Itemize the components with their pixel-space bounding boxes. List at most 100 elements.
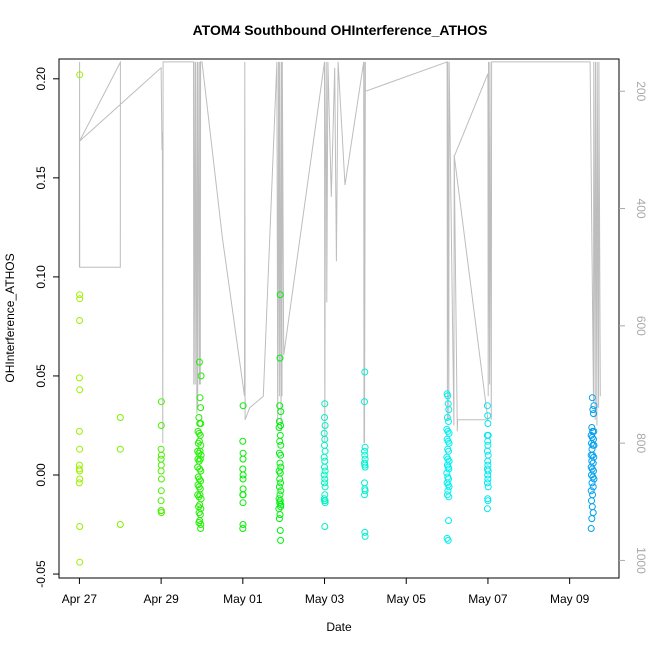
data-point <box>277 536 285 544</box>
data-point <box>157 497 165 505</box>
data-point <box>361 528 369 536</box>
x-tick-label: May 09 <box>550 592 590 606</box>
data-point <box>445 465 453 473</box>
data-point <box>76 386 84 394</box>
x-axis-label: Date <box>326 620 352 634</box>
data-point <box>76 523 84 530</box>
data-point <box>589 406 597 414</box>
data-point <box>587 525 595 532</box>
data-point <box>443 491 451 499</box>
y-right-tick-label: 400 <box>634 199 648 219</box>
data-point <box>196 447 204 455</box>
data-point <box>361 451 369 459</box>
data-point <box>483 479 491 487</box>
data-point <box>484 441 492 449</box>
data-point <box>75 479 83 487</box>
data-point <box>321 475 329 483</box>
data-point <box>277 463 285 471</box>
data-point <box>277 501 285 509</box>
data-point <box>239 499 247 507</box>
data-point <box>277 479 285 487</box>
data-point <box>321 400 329 408</box>
data-point <box>589 491 597 499</box>
data-point <box>445 483 453 491</box>
data-point <box>75 374 83 382</box>
y-right-tick-label: 1000 <box>634 547 648 574</box>
data-point <box>484 497 492 505</box>
data-point <box>321 463 328 471</box>
data-point <box>443 414 451 421</box>
data-point <box>276 475 284 483</box>
data-point <box>157 445 165 453</box>
data-point <box>277 487 285 495</box>
data-point <box>276 527 284 534</box>
data-point <box>321 414 328 421</box>
data-point <box>590 410 597 418</box>
data-point <box>321 479 328 487</box>
x-tick-label: May 05 <box>387 592 427 606</box>
plot-area <box>75 61 601 566</box>
data-point <box>157 455 165 463</box>
data-point <box>76 295 84 303</box>
data-point <box>239 455 247 463</box>
data-point <box>588 479 596 487</box>
data-point <box>116 521 124 528</box>
data-point <box>445 418 452 425</box>
data-point <box>590 441 598 449</box>
data-point <box>239 521 247 528</box>
data-point <box>196 455 204 463</box>
data-point <box>361 491 368 499</box>
chart-title: ATOM4 Southbound OHInterference_ATHOS <box>193 22 488 38</box>
y-axis: -0.05 0.00 0.05 0.10 0.15 0.20 <box>34 67 59 588</box>
data-point <box>239 465 247 473</box>
data-point <box>484 475 492 483</box>
data-point <box>157 451 165 459</box>
data-point <box>276 291 284 299</box>
data-point <box>484 420 492 427</box>
data-point <box>484 451 492 459</box>
data-point <box>276 511 284 519</box>
data-point <box>239 471 247 479</box>
data-point <box>195 414 203 421</box>
data-point <box>196 394 204 402</box>
data-point <box>276 431 284 439</box>
data-point <box>116 414 124 421</box>
data-point <box>484 471 492 479</box>
data-point <box>275 424 283 431</box>
data-point <box>76 291 84 299</box>
data-point <box>277 441 285 449</box>
data-point <box>361 487 369 495</box>
data-point <box>239 475 247 483</box>
data-point <box>361 463 369 471</box>
y-tick-label: 0.05 <box>34 364 48 388</box>
data-point <box>157 467 165 475</box>
x-tick-label: May 03 <box>305 592 345 606</box>
data-point <box>76 71 84 79</box>
data-point <box>590 402 598 410</box>
data-point <box>361 447 368 455</box>
data-point <box>276 437 284 445</box>
data-point <box>320 471 328 479</box>
data-point <box>444 400 452 408</box>
data-point <box>483 402 491 410</box>
data-point <box>444 536 452 544</box>
data-point <box>197 372 205 380</box>
data-point <box>589 483 597 491</box>
data-point <box>157 475 165 483</box>
data-point <box>484 483 492 491</box>
data-point <box>445 475 452 483</box>
data-point <box>321 467 329 475</box>
data-point <box>320 429 328 437</box>
data-point <box>196 501 204 509</box>
data-point <box>587 487 595 495</box>
data-point <box>277 422 285 429</box>
x-tick-label: May 01 <box>223 592 263 606</box>
data-point <box>445 447 452 455</box>
data-point <box>276 469 284 477</box>
data-point <box>277 451 285 459</box>
data-point <box>76 475 84 483</box>
data-point <box>275 515 283 523</box>
data-point <box>321 422 329 429</box>
data-point <box>321 499 329 507</box>
